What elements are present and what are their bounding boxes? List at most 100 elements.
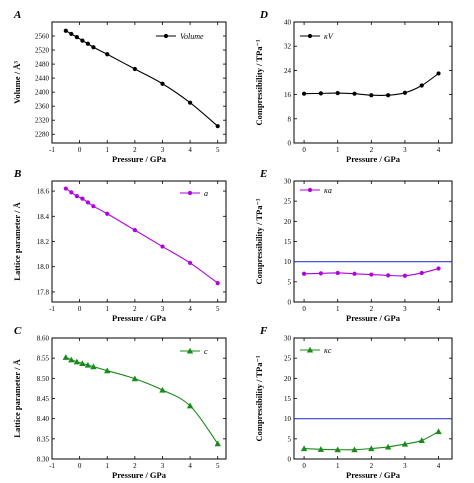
series-line [304, 72, 439, 97]
x-axis-label: Pressure / GPa [112, 154, 167, 164]
x-tick-label: 0 [78, 462, 82, 470]
panel-letter: D [259, 9, 268, 21]
x-tick-label: 3 [161, 462, 165, 470]
data-point [69, 31, 74, 37]
data-point [401, 440, 409, 447]
data-point [301, 271, 307, 276]
data-point [131, 375, 139, 382]
y-tick-label: 0 [288, 299, 292, 307]
data-point [63, 28, 68, 33]
x-tick-label: -1 [49, 146, 55, 154]
data-point [91, 45, 96, 50]
data-point [186, 402, 194, 409]
data-point [351, 446, 358, 453]
x-tick-label: -1 [49, 462, 55, 470]
y-tick-label: 8.40 [37, 415, 50, 423]
panel-letter: C [14, 325, 22, 337]
data-point [318, 271, 323, 276]
y-tick-label: 2400 [35, 89, 50, 97]
x-tick-label: 2 [133, 462, 137, 470]
data-point [79, 360, 86, 366]
x-tick-label: 3 [403, 305, 407, 313]
data-point [187, 100, 193, 105]
data-point [68, 356, 75, 363]
y-axis-label: Lattice parameter / Å [12, 201, 22, 280]
legend-marker [186, 347, 194, 354]
data-point [80, 38, 85, 43]
x-tick-label: 4 [188, 305, 192, 313]
x-tick-label: 3 [161, 305, 165, 313]
y-tick-label: 8 [288, 115, 292, 123]
data-point [84, 361, 92, 368]
data-point [132, 228, 137, 233]
x-tick-label: 0 [302, 305, 306, 313]
data-point [369, 93, 374, 98]
y-axis-label: Compressibility / TPa⁻¹ [254, 355, 264, 442]
data-point [318, 91, 323, 96]
legend-marker [187, 190, 193, 196]
x-tick-label: 3 [161, 146, 165, 154]
legend: Volume [156, 32, 204, 41]
x-axis-label: Pressure / GPa [346, 470, 401, 480]
y-tick-label: 15 [284, 395, 292, 403]
y-axis-label: Lattice parameter / Å [12, 358, 22, 437]
data-point [317, 446, 325, 452]
data-point [402, 273, 408, 278]
data-point [187, 260, 193, 266]
data-point [368, 445, 375, 452]
y-tick-label: 20 [284, 218, 292, 226]
data-point [418, 437, 425, 444]
y-tick-label: 8.35 [37, 435, 50, 443]
data-point [80, 196, 85, 201]
data-point [436, 266, 441, 271]
data-point [63, 186, 68, 191]
panel-c: -1 0 1 2 3 4 5 8.30 8.35 8.40 8.45 8.50 8.55 8.60 Pres… [12, 325, 227, 480]
x-tick-label: 0 [302, 146, 306, 154]
data-point [386, 273, 391, 278]
y-tick-label: 30 [284, 178, 292, 186]
y-tick-label: 18.6 [37, 188, 50, 196]
plot-frame [293, 21, 453, 144]
data-point [159, 386, 166, 393]
panel-e: 0 1 2 3 4 0 5 10 15 20 25 30 Pressure / GPa Compressi… [254, 168, 453, 323]
legend-label: κa [324, 186, 332, 195]
legend-label: κc [324, 346, 332, 355]
y-tick-label: 2320 [35, 117, 50, 125]
legend-marker [307, 187, 313, 193]
panel-letter: B [13, 168, 21, 180]
x-tick-label: 0 [78, 146, 82, 154]
legend-label: Volume [180, 32, 204, 41]
y-tick-label: 0 [288, 456, 292, 464]
legend: κa [300, 186, 332, 195]
plot-frame [51, 180, 227, 303]
data-point [334, 446, 341, 453]
y-tick-label: 2440 [35, 75, 50, 83]
y-tick-label: 16 [284, 91, 292, 99]
x-tick-label: 1 [336, 305, 340, 313]
x-tick-label: 5 [216, 146, 220, 154]
y-tick-label: 2360 [35, 103, 50, 111]
y-tick-label: 5 [288, 435, 292, 443]
x-tick-label: 3 [403, 462, 407, 470]
data-point [335, 90, 340, 96]
x-tick-label: 2 [370, 146, 374, 154]
y-axis-label: Volume / Å³ [12, 61, 22, 104]
x-tick-label: 2 [370, 305, 374, 313]
legend-marker [306, 346, 314, 353]
y-tick-label: 2560 [35, 33, 50, 41]
x-tick-label: 5 [216, 462, 220, 470]
x-tick-label: 4 [437, 146, 441, 154]
panel-letter: A [13, 9, 21, 21]
y-tick-label: 0 [288, 140, 292, 148]
legend-label: κV [324, 32, 334, 41]
y-tick-label: 8.30 [37, 456, 50, 464]
x-tick-label: 2 [133, 146, 137, 154]
plot-frame [51, 337, 227, 460]
y-tick-label: 10 [284, 415, 292, 423]
data-point [85, 200, 91, 205]
legend-marker [163, 33, 169, 39]
y-tick-label: 15 [284, 238, 292, 246]
x-axis-label: Pressure / GPa [112, 313, 167, 323]
